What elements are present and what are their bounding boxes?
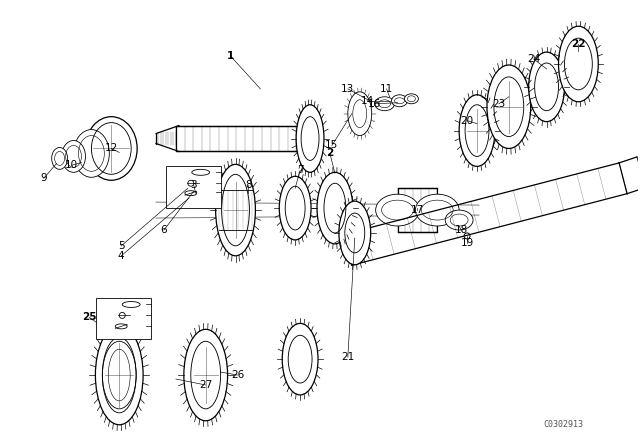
Ellipse shape [559, 26, 598, 102]
Ellipse shape [392, 95, 408, 107]
Text: 23: 23 [492, 99, 506, 109]
Text: 3: 3 [191, 180, 197, 190]
Text: 25: 25 [82, 312, 97, 323]
Ellipse shape [74, 129, 109, 177]
Text: 21: 21 [341, 352, 355, 362]
Text: 17: 17 [411, 205, 424, 215]
Ellipse shape [115, 324, 127, 329]
Text: 12: 12 [105, 143, 118, 154]
Ellipse shape [317, 172, 353, 244]
Text: 14: 14 [361, 96, 374, 106]
Ellipse shape [192, 169, 210, 175]
Text: 20: 20 [461, 116, 474, 125]
Text: 22: 22 [571, 39, 586, 49]
Polygon shape [176, 125, 305, 151]
Ellipse shape [459, 95, 495, 166]
Text: 26: 26 [231, 370, 244, 380]
Ellipse shape [487, 65, 531, 148]
Ellipse shape [404, 94, 419, 104]
Ellipse shape [95, 325, 143, 425]
Text: 11: 11 [380, 84, 393, 94]
Ellipse shape [296, 105, 324, 172]
Text: 13: 13 [341, 84, 355, 94]
Ellipse shape [282, 323, 318, 395]
Ellipse shape [445, 210, 473, 230]
Ellipse shape [52, 147, 68, 169]
Text: 1: 1 [227, 51, 234, 61]
Ellipse shape [216, 164, 255, 256]
Text: 18: 18 [454, 225, 468, 235]
Text: 4: 4 [118, 251, 125, 261]
Text: 8: 8 [245, 180, 252, 190]
Ellipse shape [279, 177, 311, 240]
Ellipse shape [102, 341, 136, 409]
Polygon shape [219, 190, 252, 230]
Ellipse shape [374, 97, 394, 111]
Text: 19: 19 [460, 238, 474, 248]
Polygon shape [397, 188, 437, 232]
Ellipse shape [86, 116, 137, 180]
Ellipse shape [339, 201, 371, 265]
Text: 24: 24 [527, 54, 540, 64]
Text: 7: 7 [297, 165, 303, 175]
Text: 27: 27 [199, 380, 212, 390]
Text: 5: 5 [118, 241, 125, 251]
Ellipse shape [348, 92, 372, 136]
Text: 15: 15 [325, 141, 339, 151]
Text: 2: 2 [326, 148, 333, 159]
Text: 10: 10 [65, 160, 78, 170]
Ellipse shape [185, 191, 196, 196]
Bar [166, 166, 221, 208]
Text: 16: 16 [368, 99, 381, 109]
Text: 6: 6 [161, 225, 167, 235]
Ellipse shape [415, 194, 459, 226]
Ellipse shape [61, 141, 86, 172]
Ellipse shape [529, 52, 564, 122]
Bar [97, 297, 151, 339]
Text: 9: 9 [40, 173, 47, 183]
Ellipse shape [184, 329, 228, 421]
Ellipse shape [122, 302, 140, 307]
Text: C0302913: C0302913 [543, 420, 584, 429]
Ellipse shape [376, 194, 419, 226]
